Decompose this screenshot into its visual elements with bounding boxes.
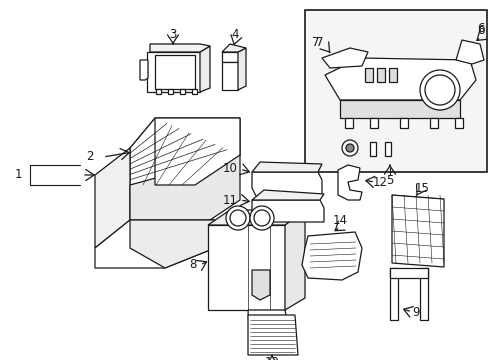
- Text: 10: 10: [223, 162, 238, 175]
- Circle shape: [225, 206, 249, 230]
- Polygon shape: [150, 44, 209, 52]
- Polygon shape: [200, 46, 209, 92]
- Polygon shape: [345, 118, 352, 128]
- Polygon shape: [251, 190, 324, 200]
- Polygon shape: [222, 44, 245, 52]
- Polygon shape: [238, 48, 245, 90]
- Polygon shape: [207, 210, 305, 225]
- Polygon shape: [207, 225, 285, 310]
- Polygon shape: [429, 118, 437, 128]
- Text: 2: 2: [86, 150, 94, 163]
- Text: 13: 13: [264, 356, 279, 360]
- Polygon shape: [455, 40, 483, 64]
- Circle shape: [419, 70, 459, 110]
- Polygon shape: [389, 268, 427, 278]
- Polygon shape: [454, 118, 462, 128]
- Polygon shape: [247, 315, 297, 355]
- Polygon shape: [364, 68, 372, 82]
- Polygon shape: [302, 232, 361, 280]
- Text: 6: 6: [476, 23, 484, 36]
- Polygon shape: [376, 68, 384, 82]
- Bar: [305, 10, 486, 172]
- Polygon shape: [247, 310, 289, 348]
- Polygon shape: [369, 118, 377, 128]
- Circle shape: [346, 144, 353, 152]
- Polygon shape: [384, 142, 390, 156]
- Text: 7: 7: [316, 36, 323, 49]
- Text: 5: 5: [386, 174, 393, 186]
- Text: 7: 7: [312, 36, 319, 49]
- Polygon shape: [251, 270, 269, 300]
- Polygon shape: [388, 68, 396, 82]
- Circle shape: [249, 206, 273, 230]
- Text: 8: 8: [189, 258, 196, 271]
- Polygon shape: [168, 89, 173, 94]
- Polygon shape: [251, 162, 321, 172]
- Text: 4: 4: [231, 28, 238, 41]
- Text: 12: 12: [372, 175, 386, 189]
- Polygon shape: [285, 210, 305, 310]
- Polygon shape: [130, 155, 240, 230]
- Polygon shape: [325, 58, 475, 100]
- Polygon shape: [130, 220, 215, 268]
- Text: 14: 14: [332, 213, 347, 226]
- Polygon shape: [95, 148, 130, 248]
- Text: 15: 15: [414, 181, 428, 194]
- Polygon shape: [155, 118, 240, 185]
- Polygon shape: [251, 172, 321, 196]
- Polygon shape: [156, 89, 161, 94]
- Polygon shape: [419, 268, 427, 320]
- Text: 11: 11: [223, 194, 238, 207]
- Polygon shape: [95, 220, 215, 268]
- Text: 3: 3: [169, 28, 176, 41]
- Polygon shape: [222, 62, 238, 90]
- Polygon shape: [155, 55, 195, 89]
- Text: 1: 1: [14, 168, 21, 181]
- Polygon shape: [399, 118, 407, 128]
- Text: 9: 9: [411, 306, 419, 319]
- Polygon shape: [147, 52, 200, 92]
- Polygon shape: [251, 200, 324, 222]
- Polygon shape: [130, 118, 240, 185]
- Polygon shape: [321, 48, 367, 68]
- Polygon shape: [222, 52, 238, 62]
- Polygon shape: [369, 142, 375, 156]
- Polygon shape: [339, 100, 459, 118]
- Polygon shape: [192, 89, 197, 94]
- Polygon shape: [389, 268, 397, 320]
- Text: 6: 6: [476, 22, 484, 35]
- Polygon shape: [150, 44, 200, 52]
- Polygon shape: [337, 165, 361, 200]
- Polygon shape: [140, 60, 148, 80]
- Polygon shape: [180, 89, 184, 94]
